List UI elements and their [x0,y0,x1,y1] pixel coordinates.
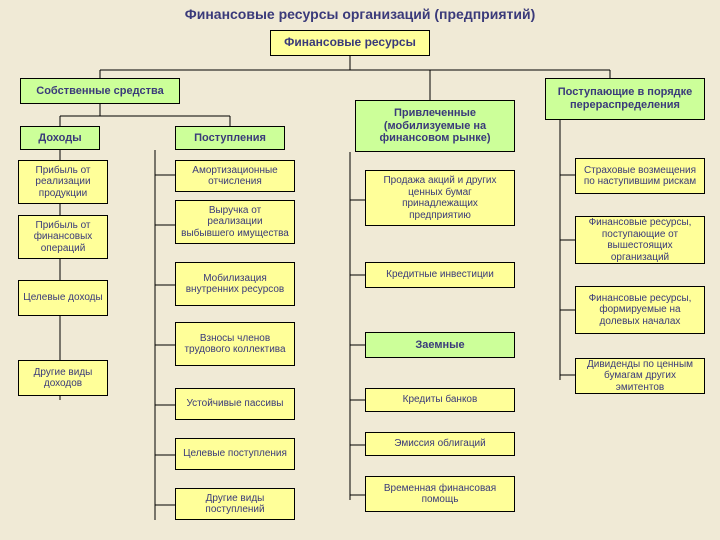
branch1-head: Собственные средства [20,78,180,104]
col2-head: Поступления [175,126,285,150]
branch3-item: Финансовые ресурсы, формируемые на долев… [575,286,705,334]
branch3-item: Финансовые ресурсы, поступающие от вышес… [575,216,705,264]
page-title: Финансовые ресурсы организаций (предприя… [0,0,720,26]
col1-item: Целевые доходы [18,280,108,316]
branch3-item: Страховые возмещения по наступившим риск… [575,158,705,194]
branch2-item: Кредиты банков [365,388,515,412]
col1-head: Доходы [20,126,100,150]
col2-item: Амортизационные отчисления [175,160,295,192]
branch3-item: Дивиденды по ценным бумагам других эмите… [575,358,705,394]
branch2-item: Временная финансовая помощь [365,476,515,512]
branch2-item: Продажа акций и других ценных бумаг прин… [365,170,515,226]
branch3-head: Поступающие в порядке перераспределения [545,78,705,120]
branch2-item: Эмиссия облигаций [365,432,515,456]
col2-item: Целевые поступления [175,438,295,470]
branch2-sub: Заемные [365,332,515,358]
col2-item: Другие виды поступлений [175,488,295,520]
col1-item: Прибыль от реализации продукции [18,160,108,204]
col2-item: Взносы членов трудового коллектива [175,322,295,366]
col1-item: Прибыль от финансовых операций [18,215,108,259]
col2-item: Мобилизация внутренних ресурсов [175,262,295,306]
branch2-head: Привлеченные (мобилизуемые на финансовом… [355,100,515,152]
root-box: Финансовые ресурсы [270,30,430,56]
col2-item: Устойчивые пассивы [175,388,295,420]
col2-item: Выручка от реализации выбывшего имуществ… [175,200,295,244]
col1-item: Другие виды доходов [18,360,108,396]
branch2-item: Кредитные инвестиции [365,262,515,288]
